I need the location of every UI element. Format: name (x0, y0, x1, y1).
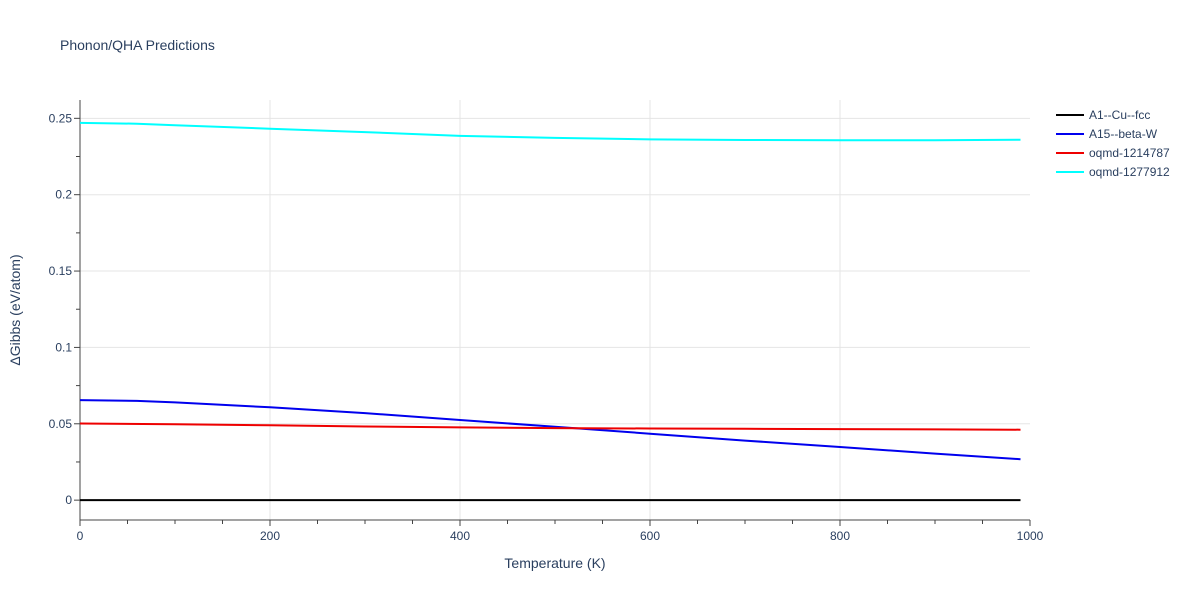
x-tick-label: 800 (830, 529, 850, 543)
x-tick-label: 600 (640, 529, 660, 543)
legend-item[interactable]: oqmd-1277912 (1056, 165, 1170, 179)
y-tick-label: 0.2 (55, 188, 72, 202)
legend-label: A15--beta-W (1089, 127, 1158, 141)
y-tick-label: 0.15 (49, 264, 73, 278)
axes: 0 200 400 600 800 1000 0 0.05 0.1 0.15 0.2 0.25 (49, 100, 1044, 543)
series-line-a15-beta-w (79, 399, 1021, 461)
x-tick-label: 0 (77, 529, 84, 543)
y-tick-label: 0 (65, 493, 72, 507)
y-axis-title: ΔGibbs (eV/atom) (7, 254, 23, 365)
y-tick-label: 0.1 (55, 340, 72, 354)
grid (80, 100, 1030, 520)
legend[interactable]: A1--Cu--fcc A15--beta-W oqmd-1214787 oqmd-1… (1056, 108, 1170, 179)
y-tick-label: 0.25 (49, 111, 73, 125)
series-lines (79, 121, 1021, 502)
legend-label: A1--Cu--fcc (1089, 108, 1150, 122)
x-tick-label: 1000 (1017, 529, 1044, 543)
chart-title: Phonon/QHA Predictions (60, 37, 215, 53)
y-tick-label: 0.05 (49, 417, 73, 431)
series-line-oqmd-1214787 (79, 422, 1021, 431)
legend-item[interactable]: oqmd-1214787 (1056, 146, 1170, 160)
x-tick-label: 200 (260, 529, 280, 543)
series-line-oqmd-1277912 (79, 121, 1021, 142)
legend-item[interactable]: A15--beta-W (1056, 127, 1158, 141)
legend-item[interactable]: A1--Cu--fcc (1056, 108, 1150, 122)
legend-label: oqmd-1277912 (1089, 165, 1170, 179)
x-axis-title: Temperature (K) (504, 555, 605, 571)
legend-label: oqmd-1214787 (1089, 146, 1170, 160)
x-tick-label: 400 (450, 529, 470, 543)
